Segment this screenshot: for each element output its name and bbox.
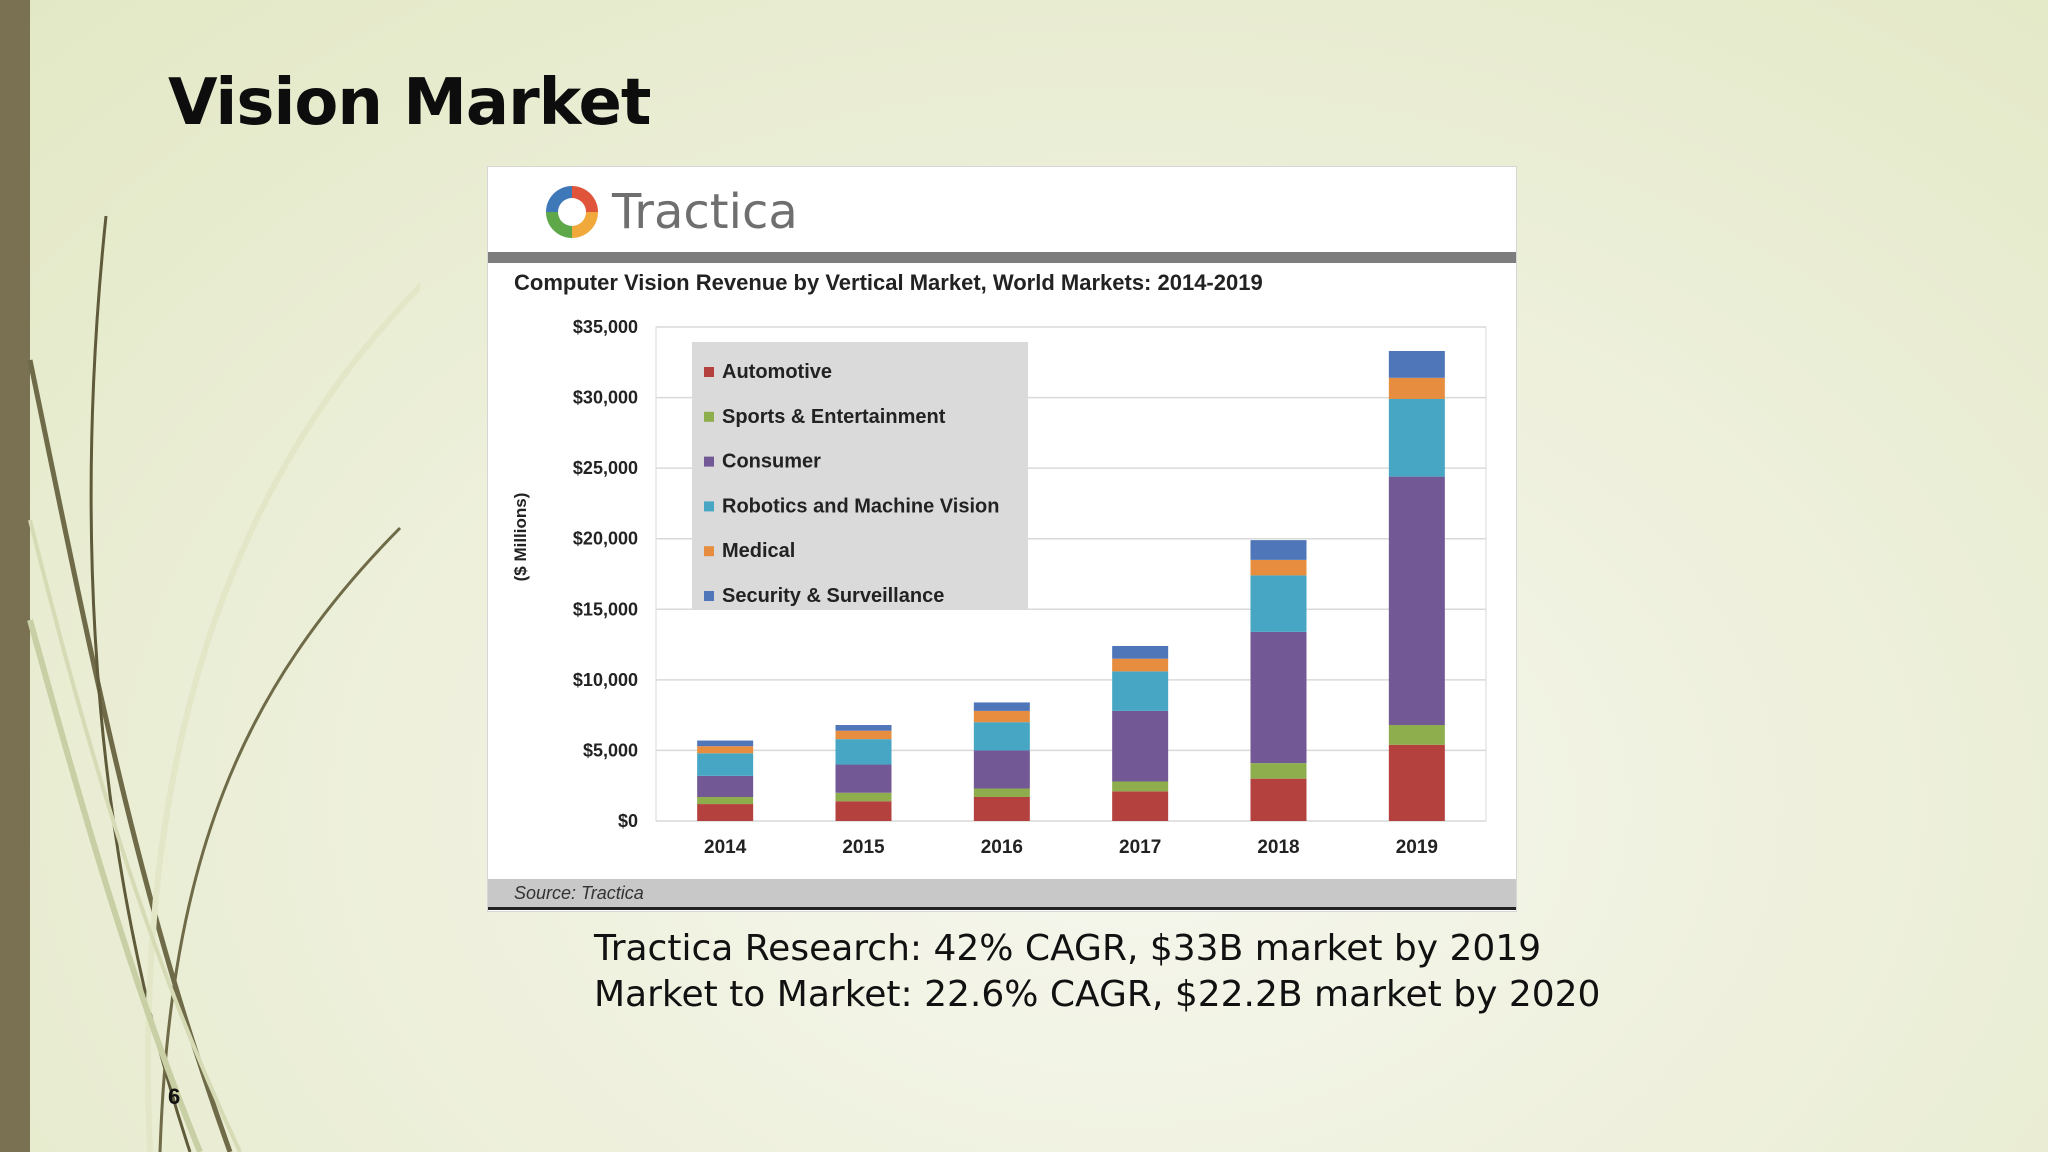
bar-segment <box>1112 658 1169 672</box>
y-tick-label: $10,000 <box>573 670 638 690</box>
bar-segment <box>973 710 1030 723</box>
legend-swatch <box>704 456 714 467</box>
bar-segment <box>1388 350 1445 378</box>
legend-label: Security & Surveillance <box>722 585 944 607</box>
legend-label: Consumer <box>722 451 821 473</box>
bar-segment <box>973 702 1030 711</box>
bar-segment <box>1388 744 1445 821</box>
bar-segment <box>1112 781 1169 792</box>
legend-label: Medical <box>722 540 795 562</box>
bar-segment <box>1388 476 1445 726</box>
bar-segment <box>835 792 892 802</box>
legend-swatch <box>704 546 714 557</box>
bar-segment <box>1388 377 1445 399</box>
bar-segment <box>1250 763 1307 779</box>
bar-segment <box>1250 559 1307 576</box>
legend-swatch <box>704 411 714 422</box>
chart-image: Tractica Computer Vision Revenue by Vert… <box>487 166 1517 912</box>
bar-segment <box>1250 575 1307 632</box>
bar-segment <box>697 797 754 805</box>
bar-segment <box>697 804 754 821</box>
header-divider <box>488 252 1516 263</box>
bar-segment <box>835 725 892 731</box>
decorative-swoosh-lines <box>27 215 420 1152</box>
x-tick-label: 2019 <box>1396 837 1438 858</box>
slide-number: 6 <box>168 1084 181 1109</box>
bar-segment <box>835 739 892 765</box>
y-tick-label: $30,000 <box>573 388 638 408</box>
y-tick-label: $5,000 <box>583 740 638 760</box>
bar-segment <box>1112 710 1169 782</box>
y-tick-label: $0 <box>618 811 638 831</box>
bar-segment <box>1112 791 1169 821</box>
bar-segment <box>1250 540 1307 560</box>
source-bar: Source: Tractica <box>488 879 1516 910</box>
x-tick-label: 2016 <box>981 837 1023 858</box>
bar-segment <box>1250 631 1307 764</box>
stacked-bar-chart: $0 $5,000 $10,000 $15,000 $20,000 $25,000 $30,… <box>511 317 1487 858</box>
y-axis-label: ($ Millions) <box>511 493 530 582</box>
tractica-logo: Tractica <box>540 177 798 247</box>
caption-line-1: Tractica Research: 42% CAGR, $33B market… <box>594 928 1542 969</box>
legend-label: Sports & Entertainment <box>722 406 946 428</box>
x-tick-label: 2015 <box>842 837 885 858</box>
legend-label: Automotive <box>722 361 832 383</box>
caption-line-2: Market to Market: 22.6% CAGR, $22.2B mar… <box>594 974 1601 1015</box>
source-note: Source: Tractica <box>514 883 644 903</box>
tractica-logo-icon <box>546 186 598 238</box>
logo-wordmark: Tractica <box>612 184 798 240</box>
bar-segment <box>1112 671 1169 711</box>
bar-segment <box>1250 778 1307 821</box>
bar-segment <box>835 730 892 740</box>
bar-segment <box>697 740 754 747</box>
bar-segment <box>1112 645 1169 659</box>
x-tick-label: 2014 <box>704 837 747 858</box>
bar-segment <box>973 797 1030 821</box>
legend: Automotive Sports & Entertainment Consumer… <box>692 342 1028 610</box>
bar-segment <box>697 775 754 798</box>
bar-segment <box>973 788 1030 798</box>
legend-swatch <box>704 367 714 377</box>
axes: $0 $5,000 $10,000 $15,000 $20,000 $25,000 $30,… <box>573 317 1438 858</box>
chart-title: Computer Vision Revenue by Vertical Mark… <box>514 270 1263 295</box>
bar-segment <box>835 801 892 821</box>
bar-segment <box>835 764 892 793</box>
slide-title: Vision Market <box>168 66 651 140</box>
bar-segment <box>973 750 1030 789</box>
left-accent-bar <box>0 0 30 1152</box>
bar-segment <box>1388 398 1445 477</box>
x-tick-label: 2017 <box>1119 837 1161 858</box>
legend-box <box>692 342 1028 610</box>
legend-swatch <box>704 591 714 601</box>
legend-label: Robotics and Machine Vision <box>722 495 999 517</box>
y-tick-label: $15,000 <box>573 599 638 619</box>
bars <box>697 350 1445 821</box>
y-tick-label: $20,000 <box>573 529 638 549</box>
legend-swatch <box>704 501 714 512</box>
y-tick-label: $35,000 <box>573 317 638 337</box>
bar-segment <box>973 722 1030 751</box>
y-tick-label: $25,000 <box>573 458 638 478</box>
bar-segment <box>1388 725 1445 745</box>
x-tick-label: 2018 <box>1257 837 1299 858</box>
bar-segment <box>697 746 754 754</box>
bar-segment <box>697 753 754 776</box>
